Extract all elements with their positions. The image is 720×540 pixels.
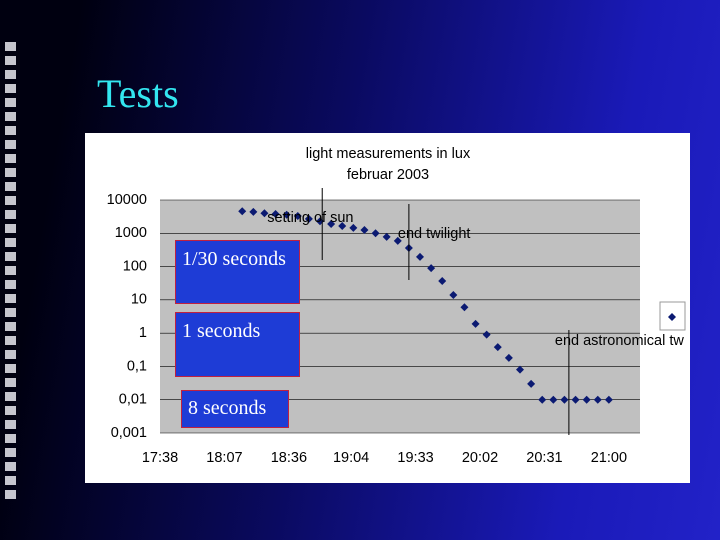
data-point — [416, 252, 424, 261]
data-point — [560, 395, 569, 404]
data-point — [538, 395, 547, 404]
data-point — [238, 207, 247, 216]
data-point — [260, 209, 269, 218]
x-tick-label: 20:02 — [462, 450, 498, 466]
data-point — [304, 214, 313, 223]
data-point — [516, 365, 524, 374]
data-point — [249, 207, 258, 216]
annotation: end astronomical tw — [555, 333, 684, 349]
data-point — [338, 222, 347, 231]
data-point — [493, 343, 502, 352]
data-point — [593, 395, 602, 404]
data-point — [527, 379, 536, 388]
y-tick-label: 100 — [123, 258, 147, 274]
data-point — [482, 330, 491, 339]
y-tick-label: 0,1 — [127, 358, 147, 374]
x-tick-label: 21:00 — [591, 450, 627, 466]
data-point — [327, 220, 336, 229]
data-point — [460, 303, 469, 312]
x-tick-label: 17:38 — [142, 450, 178, 466]
chart-title: light measurements in lux — [306, 146, 471, 162]
legend-marker — [668, 313, 676, 321]
x-tick-label: 20:31 — [526, 450, 562, 466]
data-point — [360, 226, 369, 235]
slide-title: Tests — [97, 71, 179, 116]
x-tick-label: 18:07 — [206, 450, 242, 466]
data-point — [549, 395, 558, 404]
annotation: end twilight — [398, 226, 471, 242]
data-point — [271, 209, 280, 218]
chart-subtitle: februar 2003 — [347, 167, 429, 183]
legend-box — [659, 301, 686, 331]
data-point — [427, 264, 436, 273]
x-tick-label: 18:36 — [271, 450, 307, 466]
data-point — [438, 276, 447, 285]
y-tick-label: 10 — [131, 292, 147, 308]
y-tick-label: 0,01 — [119, 392, 147, 408]
data-point — [349, 223, 358, 232]
data-point — [393, 236, 402, 245]
data-point — [504, 353, 513, 362]
y-tick-label: 1 — [139, 325, 147, 341]
data-point — [371, 229, 380, 238]
y-tick-label: 0,001 — [111, 425, 147, 441]
exposure-box: 1/30 seconds — [175, 240, 300, 304]
data-point — [449, 290, 458, 299]
annotation: setting of sun — [267, 210, 353, 226]
exposure-box: 1 seconds — [175, 312, 300, 377]
x-tick-label: 19:04 — [333, 450, 369, 466]
data-point — [382, 232, 391, 241]
y-tick-label: 10000 — [107, 192, 147, 208]
y-tick-label: 1000 — [115, 225, 147, 241]
data-point — [604, 395, 613, 404]
decoration — [5, 40, 16, 500]
data-point — [282, 210, 291, 219]
data-point — [293, 212, 302, 221]
exposure-box: 8 seconds — [181, 390, 289, 428]
x-tick-label: 19:33 — [397, 450, 433, 466]
data-point — [571, 395, 580, 404]
data-point — [471, 319, 480, 328]
data-point — [582, 395, 591, 404]
